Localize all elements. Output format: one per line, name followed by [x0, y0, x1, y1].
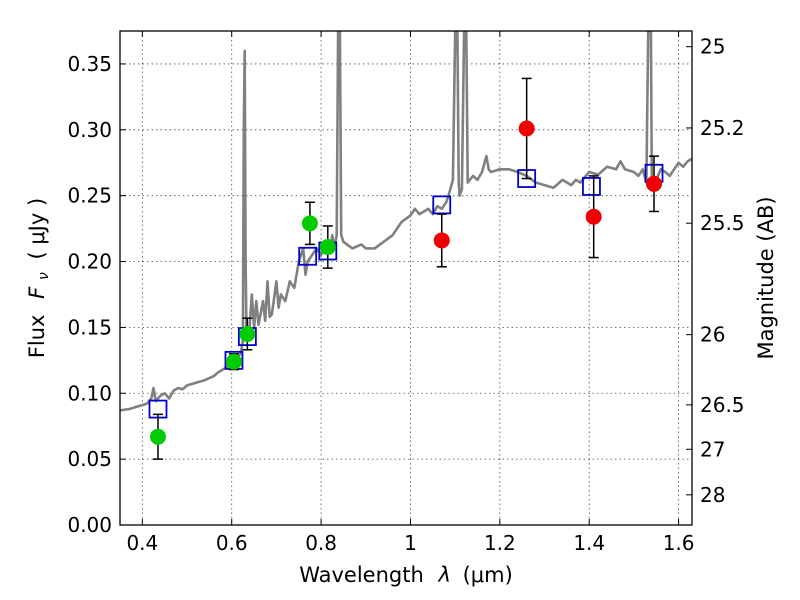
- y-right-tick-label-5: 27: [700, 437, 725, 461]
- data-point: [319, 239, 336, 256]
- y-tick-label-2: 0.10: [67, 381, 112, 405]
- y-axis-label-prefix: Flux: [25, 315, 49, 359]
- y-axis-label-symbol: F: [25, 286, 49, 299]
- model-spectrum: [120, 31, 692, 412]
- x-tick-label-1: 0.6: [216, 531, 248, 555]
- observed-point-2-2: [239, 317, 256, 351]
- model-square-7: [582, 177, 601, 196]
- x-tick-label-0: 0.4: [126, 531, 158, 555]
- y-tick-label-6: 0.30: [67, 118, 112, 142]
- y-axis-label-subscript: ν: [36, 272, 52, 280]
- data-point: [225, 353, 242, 370]
- observed-point-2-3: [301, 201, 318, 246]
- y-right-tick-label-0: 25: [700, 35, 725, 59]
- observed-point-3-1: [518, 77, 535, 180]
- y-right-tick-label-3: 26: [700, 323, 725, 347]
- y-tick-label-7: 0.35: [67, 52, 112, 76]
- y-right-tick-label-1: 25.2: [700, 116, 745, 140]
- ticks: 0.4 0.6 0.8 1 1.2 1.4 1.6 0.00 0.05 0.10 0.15 0.20 0…: [67, 31, 745, 555]
- spectrum-line: [120, 31, 692, 412]
- observed-point-2-4: [319, 225, 336, 269]
- data-point: [585, 208, 602, 225]
- x-axis-label-prefix: Wavelength: [299, 563, 424, 587]
- y-right-axis-label: Magnitude (AB): [754, 196, 778, 359]
- plot-frame: [119, 30, 693, 526]
- observed-point-3-2: [585, 175, 602, 259]
- y-axis-label-unit: ( μJy ): [25, 198, 49, 260]
- y-right-tick-label-6: 28: [700, 483, 725, 507]
- x-axis-label: Wavelength λ (μm): [299, 563, 513, 587]
- x-tick-label-6: 1.6: [663, 531, 695, 555]
- observed-point-2-1: [225, 352, 242, 371]
- markers: [148, 77, 664, 460]
- observed-point-3-3: [646, 155, 663, 213]
- data-point: [433, 232, 450, 249]
- x-tick-label-3: 1: [404, 531, 417, 555]
- data-point: [239, 325, 256, 342]
- y-tick-label-3: 0.15: [67, 315, 112, 339]
- data-point: [518, 120, 535, 137]
- grid: [120, 31, 692, 526]
- y-right-tick-label-4: 26.5: [700, 393, 745, 417]
- data-point: [149, 428, 166, 445]
- x-tick-label-4: 1.2: [484, 531, 516, 555]
- y-right-tick-label-2: 25.5: [700, 211, 745, 235]
- y-tick-label-5: 0.25: [67, 184, 112, 208]
- x-axis-label-unit: (μm): [463, 563, 513, 587]
- data-point: [301, 215, 318, 232]
- x-tick-label-5: 1.4: [573, 531, 605, 555]
- data-point: [646, 175, 663, 192]
- y-tick-label-0: 0.00: [67, 513, 112, 537]
- observed-point-3-0: [433, 213, 450, 268]
- x-tick-label-2: 0.8: [305, 531, 337, 555]
- x-axis-label-symbol: λ: [437, 563, 450, 587]
- model-square-3: [298, 246, 318, 266]
- y-tick-label-4: 0.20: [67, 250, 112, 274]
- y-axis-label: Flux F ν ( μJy ): [25, 198, 53, 358]
- y-tick-label-1: 0.05: [67, 447, 112, 471]
- observed-point-2-0: [149, 413, 166, 460]
